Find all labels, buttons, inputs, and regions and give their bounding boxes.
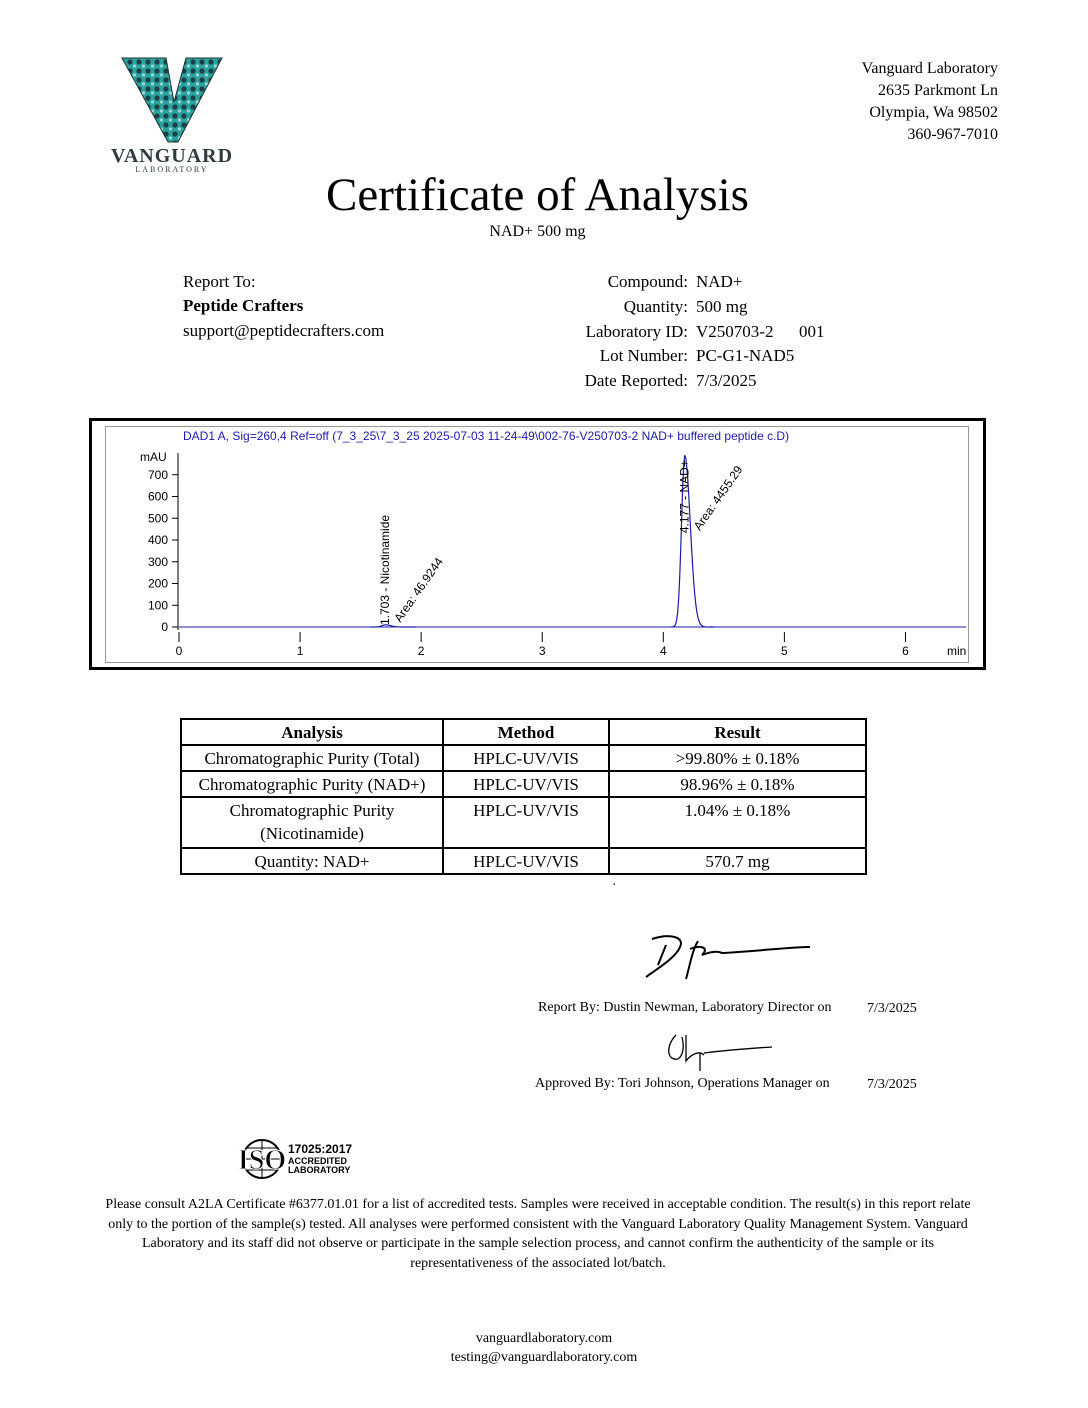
table-row: Chromatographic Purity (NAD+) HPLC-UV/VIS…: [180, 770, 867, 798]
address-line: 2635 Parkmont Ln: [878, 82, 998, 99]
iso-standard: 17025:2017: [288, 1142, 352, 1156]
detail-value: 500 mg: [696, 296, 748, 316]
footer-link: vanguardlaboratory.com: [475, 1331, 613, 1346]
signature-text: Approved By: Tori Johnson, Operations Ma…: [535, 1076, 830, 1091]
iso-logo: ISO: [238, 1145, 286, 1176]
table-cell: Chromatographic Purity (Nicotinamide): [180, 796, 444, 849]
chart-frame: [89, 418, 986, 670]
x-tick-label: 2: [418, 644, 425, 658]
plot-frame: [105, 426, 969, 663]
address-line: 360-967-7010: [907, 126, 998, 143]
chart-title: DAD1 A, Sig=260,4 Ref=off (7_3_25\7_3_25…: [183, 429, 789, 443]
y-tick-label: 600: [148, 490, 168, 504]
y-tick-label: 400: [148, 533, 168, 547]
table-row: Chromatographic Purity (Total) HPLC-UV/VI…: [180, 744, 867, 772]
client-name: Peptide Crafters: [183, 296, 304, 315]
table-cell: Quantity: NAD+: [180, 847, 444, 875]
table-cell: 1.04% ± 0.18%: [608, 796, 867, 849]
table-cell: HPLC-UV/VIS: [442, 796, 610, 849]
table-cell: Chromatographic Purity (Total): [180, 744, 444, 772]
disclaimer: Please consult A2LA Certificate #6377.01…: [105, 1197, 971, 1271]
y-tick-label: 0: [161, 620, 168, 634]
detail-value: 7/3/2025: [696, 371, 757, 391]
signature: [668, 1034, 773, 1071]
results-table: Analysis Method Result Chromatographic P…: [180, 718, 867, 875]
peak-area: Area: 4455.29: [691, 463, 746, 533]
y-tick-label: 700: [148, 468, 168, 482]
y-tick-label: 500: [148, 511, 168, 525]
table-cell: HPLC-UV/VIS: [442, 847, 610, 875]
y-tick-label: 200: [148, 577, 168, 591]
table-cell: 98.96% ± 0.18%: [608, 770, 867, 798]
detail-value: PC-G1-NAD5: [696, 346, 795, 366]
peak-area: Area: 46.9244: [391, 555, 446, 625]
signature: [645, 935, 811, 980]
detail-label: Quantity:: [623, 296, 688, 316]
peak: [670, 454, 715, 628]
peak: [371, 624, 416, 628]
peak-label: 1.703 - Nicotinamide: [378, 515, 392, 625]
iso-text: ACCREDITED: [288, 1156, 348, 1166]
table-cell: Chromatographic Purity (NAD+): [180, 770, 444, 798]
detail-label: Laboratory ID:: [585, 321, 688, 341]
iso-text: LABORATORY: [288, 1165, 350, 1175]
x-tick-label: 5: [781, 644, 788, 658]
iso-badge: ISO 17025:2017 ACCREDITED LABORATORY: [237, 1139, 352, 1179]
x-tick-label: 6: [902, 644, 909, 658]
report-to-label: Report To:: [183, 272, 256, 291]
footer-link: testing@vanguardlaboratory.com: [450, 1350, 638, 1365]
detail-label: Compound:: [607, 272, 688, 291]
x-axis-label: min: [947, 644, 966, 658]
signature-date: 7/3/2025: [867, 1077, 917, 1092]
x-tick-label: 0: [176, 644, 183, 658]
table-row: Quantity: NAD+ HPLC-UV/VIS 570.7 mg: [180, 847, 867, 875]
x-tick-label: 1: [297, 644, 304, 658]
dot: ·: [612, 878, 617, 893]
y-tick-label: 100: [148, 598, 168, 612]
logo-name: VANGUARD: [111, 145, 233, 167]
x-tick-label: 3: [539, 644, 546, 658]
subtitle: NAD+ 500 mg: [489, 223, 586, 240]
column-header: Result: [608, 718, 867, 746]
signature-text: Report By: Dustin Newman, Laboratory Dir…: [538, 1000, 832, 1015]
detail-value: V250703-2 001: [696, 321, 825, 341]
detail-value: NAD+: [696, 272, 743, 291]
logo-tagline: LABORATORY: [135, 165, 208, 174]
detail-label: Lot Number:: [599, 346, 688, 366]
chromatogram: DAD1 A, Sig=260,4 Ref=off (7_3_25\7_3_25…: [89, 418, 986, 670]
logo: VANGUARD LABORATORY: [111, 57, 233, 174]
table-cell: >99.80% ± 0.18%: [608, 744, 867, 772]
y-tick-label: 300: [148, 555, 168, 569]
client-email: support@peptidecrafters.com: [183, 321, 385, 340]
table-cell: 570.7 mg: [608, 847, 867, 875]
address-line: Olympia, Wa 98502: [869, 104, 998, 121]
address-line: Vanguard Laboratory: [861, 60, 998, 77]
table-row: Chromatographic Purity (Nicotinamide) HPL…: [180, 796, 867, 849]
column-header: Analysis: [180, 718, 444, 746]
y-axis-label: mAU: [140, 450, 167, 464]
column-header: Method: [442, 718, 610, 746]
peak-label: 4.177 - NAD+: [678, 460, 692, 533]
signature-date: 7/3/2025: [867, 1001, 917, 1016]
x-tick-label: 4: [660, 644, 667, 658]
detail-label: Date Reported:: [584, 371, 688, 391]
table-cell: HPLC-UV/VIS: [442, 744, 610, 772]
table-cell: HPLC-UV/VIS: [442, 770, 610, 798]
title: Certificate of Analysis: [326, 169, 749, 221]
